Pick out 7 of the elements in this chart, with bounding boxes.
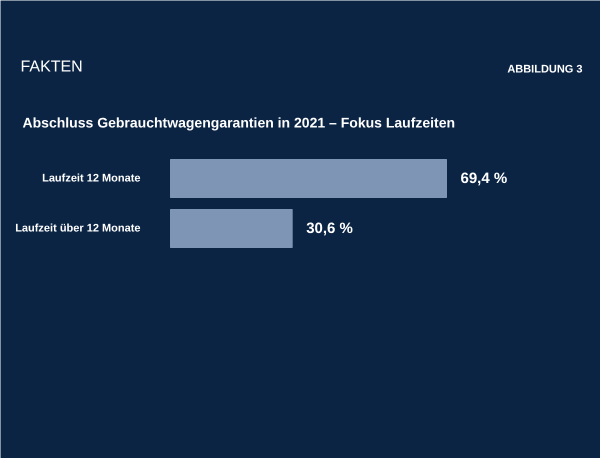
data-label: 69,4 % <box>460 170 508 187</box>
chart-title: FAKTEN <box>20 58 83 76</box>
y-tick-label: Laufzeit über 12 Monate <box>15 222 140 234</box>
text: ABBILDUNG 3 <box>507 64 583 76</box>
y-tick-label: Laufzeit 12 Monate <box>42 172 140 184</box>
data-label: 30,6 % <box>306 220 353 237</box>
chart-subtitle: Abschluss Gebrauchtwagengarantien in 2021 – Fokus Laufzeiten <box>22 114 456 130</box>
